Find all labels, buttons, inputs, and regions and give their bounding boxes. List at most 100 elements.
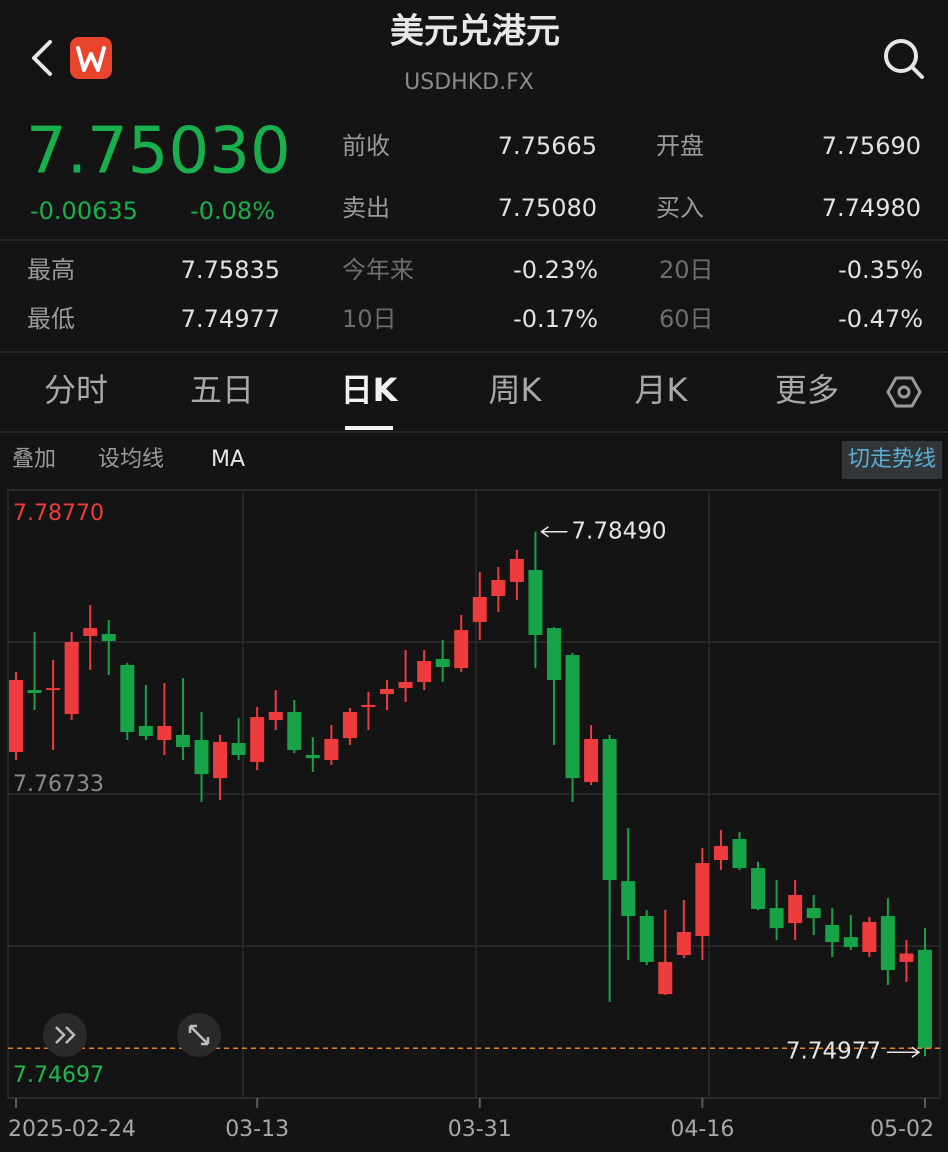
candle-body — [305, 754, 320, 759]
period-tab[interactable]: 月K — [635, 371, 689, 409]
button-icon — [55, 1026, 76, 1044]
toolbar-item[interactable]: 叠加 — [12, 447, 56, 472]
candle-body — [472, 597, 487, 622]
back-button[interactable] — [32, 40, 52, 76]
toolbar-item[interactable]: MA — [211, 447, 245, 472]
settings-hex — [886, 376, 922, 408]
app-logo — [70, 37, 112, 79]
x-tick-label: 03-13 — [225, 1117, 289, 1142]
period-tab[interactable]: 更多 — [775, 371, 839, 409]
x-tick-label: 05-02 — [870, 1117, 934, 1142]
candle-body — [584, 738, 599, 782]
search-icon-ring — [884, 39, 918, 73]
chart-settings-button[interactable] — [886, 376, 922, 408]
period-tab[interactable]: 周K — [489, 371, 543, 409]
candle-body — [788, 894, 803, 924]
x-tick-label: 04-16 — [670, 1117, 734, 1142]
candle-body — [213, 741, 228, 779]
candle-body — [713, 846, 728, 861]
candle-body — [454, 630, 469, 669]
candle-body — [621, 881, 636, 917]
candle-body — [602, 738, 617, 881]
min-annotation: 7.74977 — [786, 1039, 881, 1065]
stat-label: 今年来 — [342, 256, 414, 284]
candle-body — [46, 688, 61, 691]
candle-body — [268, 711, 283, 721]
last-price: 7.75030 — [26, 115, 291, 189]
search-icon-handle — [910, 65, 924, 79]
x-tick-label: 2025-02-24 — [8, 1117, 136, 1142]
stat-value: -0.23% — [513, 256, 598, 284]
stat-value: 7.75080 — [498, 194, 597, 222]
stat-label: 20日 — [659, 256, 714, 284]
stats-grid: 前收 7.75665 开盘 7.75690 卖出 7.75080 买入 7.74980 最高 7.… — [27, 132, 923, 333]
candle-body — [491, 580, 506, 596]
candle-body — [9, 680, 23, 752]
candle-body — [676, 932, 691, 955]
period-tab[interactable]: 日K — [341, 371, 399, 409]
candle-body — [695, 863, 710, 937]
candle-body — [918, 949, 932, 1049]
y-tick-label: 7.74697 — [13, 1063, 104, 1088]
fullscreen-button[interactable] — [177, 1013, 221, 1057]
annotation-arrowhead — [540, 526, 549, 538]
chart-toolbar: 叠加 设均线 MA — [12, 447, 245, 472]
settings-dot — [897, 385, 911, 399]
candle-body — [899, 953, 914, 963]
annotation-arrowhead — [911, 1046, 921, 1058]
stat-value: -0.17% — [513, 305, 598, 333]
period-tabs: 分时 五日 日K 周K 月K 更多 — [44, 371, 839, 430]
stat-value: -0.47% — [838, 305, 923, 333]
candle-body — [565, 654, 580, 779]
candle-body — [806, 908, 821, 919]
candle-body — [862, 922, 877, 953]
toolbar-item[interactable]: 设均线 — [98, 447, 164, 472]
stat-value: -0.35% — [838, 256, 923, 284]
stat-label: 最低 — [27, 305, 75, 333]
period-tab[interactable]: 分时 — [44, 371, 108, 409]
price-change: -0.00635 — [30, 197, 138, 225]
stat-label: 最高 — [27, 256, 75, 284]
candle-body — [843, 937, 858, 948]
stat-value: 7.75665 — [498, 132, 597, 160]
stat-value: 7.75690 — [822, 132, 921, 160]
candle-body — [231, 743, 246, 755]
candle-body — [825, 924, 840, 943]
stat-value: 7.75835 — [181, 256, 280, 284]
scroll-end-button[interactable] — [43, 1013, 87, 1057]
candle-body — [732, 839, 747, 869]
candle-body — [342, 711, 357, 739]
candle-body — [509, 558, 524, 582]
max-annotation: 7.78490 — [571, 518, 666, 544]
logo-glyph — [76, 46, 106, 72]
stat-label: 开盘 — [656, 132, 704, 160]
candle-body — [194, 740, 209, 775]
trend-switch-button[interactable] — [842, 441, 942, 479]
candle-body — [528, 570, 543, 635]
trend-switch-label[interactable]: 切走势线 — [848, 447, 936, 472]
candle-body — [120, 664, 135, 732]
stat-label: 卖出 — [342, 194, 390, 222]
stat-label: 10日 — [342, 305, 397, 333]
candle-body — [27, 690, 42, 694]
search-button[interactable] — [884, 39, 924, 79]
period-tab[interactable]: 五日 — [190, 371, 254, 409]
candlestick-chart: 7.78770 7.76733 7.74697 2025-02-24 03-13 03-3… — [7, 489, 941, 1142]
candle-body — [157, 726, 172, 741]
candle-body — [64, 641, 79, 715]
candle-body — [880, 916, 895, 971]
candle-body — [658, 962, 673, 995]
page-subtitle: USDHKD.FX — [404, 70, 534, 95]
candle-body — [546, 628, 561, 681]
stat-value: 7.74980 — [822, 194, 921, 222]
stat-label: 60日 — [659, 305, 714, 333]
candle-body — [639, 916, 654, 963]
candle-body — [751, 868, 766, 910]
candle-body — [398, 681, 413, 689]
candle-body — [138, 726, 153, 737]
candle-body — [101, 634, 116, 642]
page-title: 美元兑港元 — [390, 12, 560, 52]
